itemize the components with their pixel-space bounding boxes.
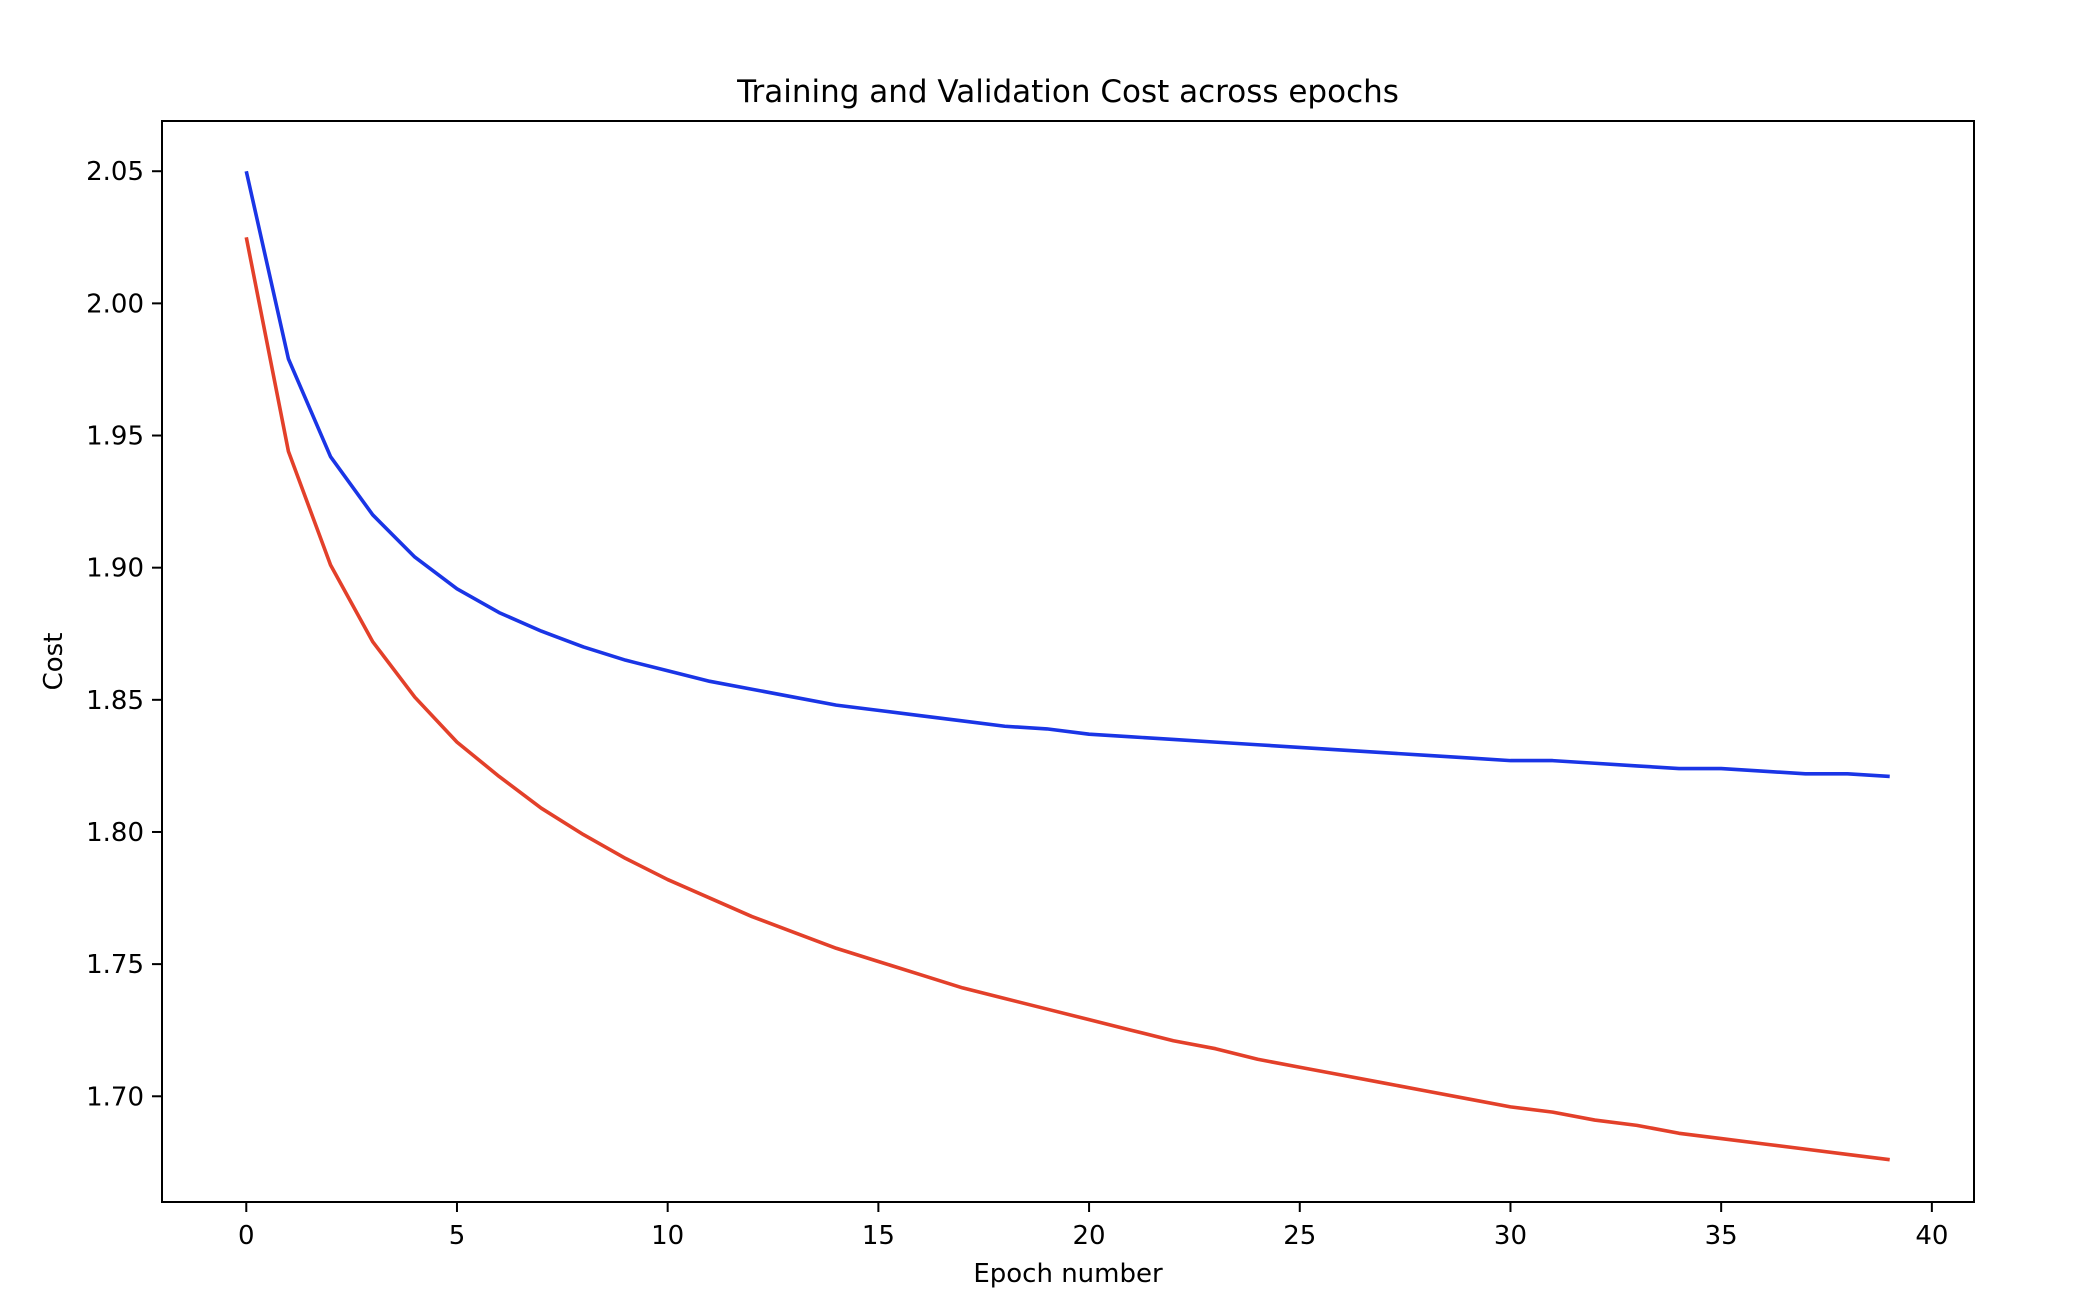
y-axis-label: Cost (39, 633, 69, 691)
chart-title: Training and Validation Cost across epoc… (736, 74, 1399, 110)
x-tick-label: 40 (1915, 1221, 1948, 1251)
x-tick-label: 0 (238, 1221, 255, 1251)
x-axis-label: Epoch number (973, 1259, 1163, 1289)
plot-layer (244, 170, 1890, 1162)
y-tick-label: 2.00 (86, 289, 144, 319)
x-tick-label: 25 (1283, 1221, 1316, 1251)
y-tick-label: 1.75 (86, 950, 144, 980)
y-tick-label: 1.85 (86, 686, 144, 716)
x-tick-label: 15 (862, 1221, 895, 1251)
x-tick-label: 10 (651, 1221, 684, 1251)
plot-frame (161, 120, 1975, 1203)
y-tick-label: 1.80 (86, 818, 144, 848)
x-tick-label: 35 (1705, 1221, 1738, 1251)
series-line-2 (244, 236, 1890, 1162)
x-tick-label: 5 (449, 1221, 466, 1251)
y-tick-label: 1.95 (86, 422, 144, 452)
y-tick-label: 1.70 (86, 1082, 144, 1112)
y-axis-ticks: 1.70 1.75 1.80 1.85 1.90 1.95 2.00 2.05 (86, 157, 162, 1112)
x-tick-label: 20 (1073, 1221, 1106, 1251)
y-tick-label: 2.05 (86, 157, 144, 187)
x-axis-ticks: 0 5 10 15 20 25 30 35 40 (238, 1202, 1948, 1251)
y-tick-label: 1.90 (86, 554, 144, 584)
x-tick-label: 30 (1494, 1221, 1527, 1251)
series-line-1 (244, 170, 1890, 779)
